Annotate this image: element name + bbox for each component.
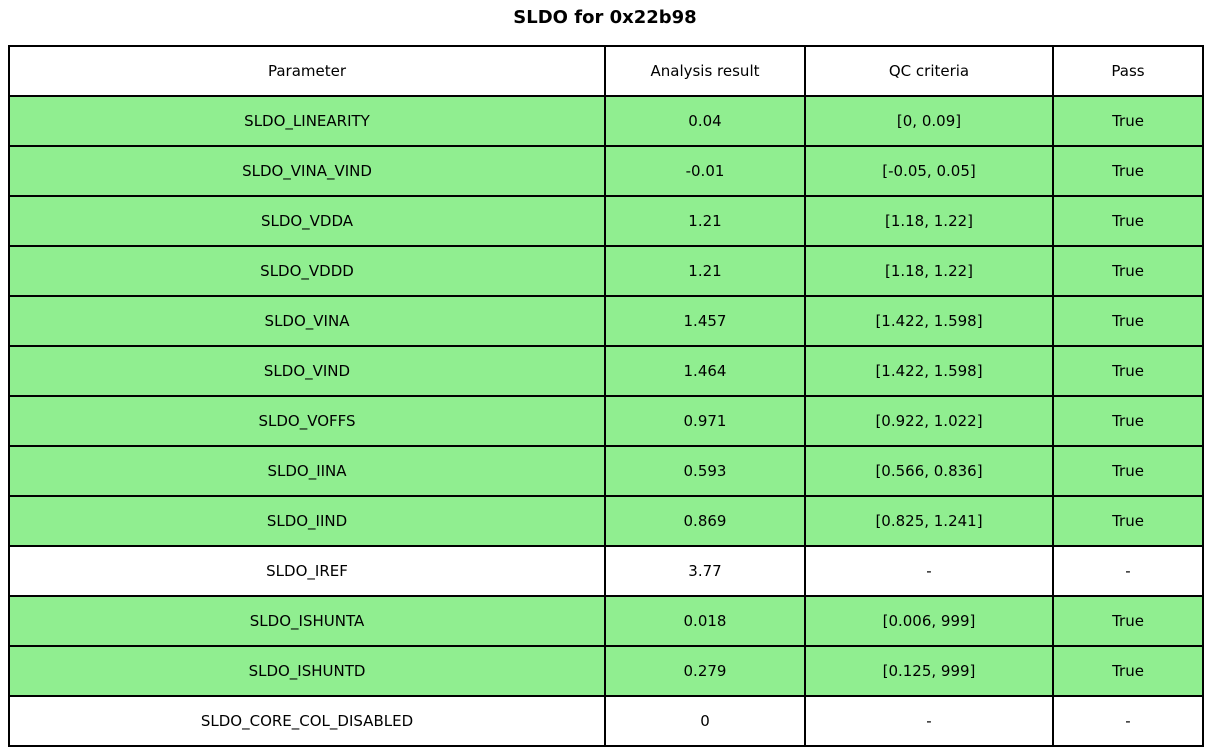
qc-table-body: SLDO_LINEARITY 0.04 [0, 0.09] True SLDO_VINA… [8,95,1204,747]
table-row: SLDO_VOFFS 0.971 [0.922, 1.022] True [8,395,1204,447]
parameter-cell: SLDO_IIND [8,495,606,547]
pass-cell: True [1052,245,1204,297]
parameter-cell: SLDO_ISHUNTD [8,645,606,697]
table-row: SLDO_CORE_COL_DISABLED 0- - [8,695,1204,747]
parameter-cell: SLDO_CORE_COL_DISABLED [8,695,606,747]
analysis-result-cell: 1.21 [604,195,806,247]
qc-criteria-cell: [0.006, 999] [804,595,1054,647]
parameter-cell: SLDO_VIND [8,345,606,397]
pass-cell: True [1052,95,1204,147]
table-row: SLDO_VINA_VIND -0.01 [-0.05, 0.05] True [8,145,1204,197]
qc-criteria-cell: [-0.05, 0.05] [804,145,1054,197]
header-row: Parameter Analysis result QC criteria Pa… [8,45,1204,97]
table-row: SLDO_VINA 1.457 [1.422, 1.598] True [8,295,1204,347]
pass-cell: True [1052,345,1204,397]
table-row: SLDO_ISHUNTA 0.018 [0.006, 999] True [8,595,1204,647]
parameter-cell: SLDO_VOFFS [8,395,606,447]
column-header-analysis-result: Analysis result [604,45,806,97]
analysis-result-cell: 0.869 [604,495,806,547]
analysis-result-cell: 0.279 [604,645,806,697]
pass-cell: True [1052,595,1204,647]
table-row: SLDO_IIND 0.869 [0.825, 1.241] True [8,495,1204,547]
table-row: SLDO_VDDA 1.21 [1.18, 1.22] True [8,195,1204,247]
parameter-cell: SLDO_VINA [8,295,606,347]
pass-cell: True [1052,195,1204,247]
parameter-cell: SLDO_ISHUNTA [8,595,606,647]
analysis-result-cell: 1.457 [604,295,806,347]
qc-criteria-cell: [1.422, 1.598] [804,345,1054,397]
analysis-result-cell: 0.018 [604,595,806,647]
table-row: SLDO_IINA 0.593 [0.566, 0.836] True [8,445,1204,497]
table-row: SLDO_IREF 3.77- - [8,545,1204,597]
column-header-pass: Pass [1052,45,1204,97]
column-header-qc-criteria: QC criteria [804,45,1054,97]
table-row: SLDO_LINEARITY 0.04 [0, 0.09] True [8,95,1204,147]
qc-criteria-cell: [0.125, 999] [804,645,1054,697]
analysis-result-cell: 0 [604,695,806,747]
parameter-cell: SLDO_LINEARITY [8,95,606,147]
parameter-cell: SLDO_VDDA [8,195,606,247]
pass-cell: - [1052,695,1204,747]
qc-criteria-cell: [0, 0.09] [804,95,1054,147]
analysis-result-cell: 3.77 [604,545,806,597]
qc-criteria-cell: - [804,695,1054,747]
pass-cell: True [1052,645,1204,697]
parameter-cell: SLDO_IREF [8,545,606,597]
qc-criteria-cell: [0.922, 1.022] [804,395,1054,447]
qc-table-header: Parameter Analysis result QC criteria Pa… [8,45,1204,97]
analysis-result-cell: 0.593 [604,445,806,497]
analysis-result-cell: 0.04 [604,95,806,147]
analysis-result-cell: 1.21 [604,245,806,297]
column-header-parameter: Parameter [8,45,606,97]
analysis-result-cell: -0.01 [604,145,806,197]
qc-table: Parameter Analysis result QC criteria Pa… [8,45,1204,747]
figure-title: SLDO for 0x22b98 [513,7,697,28]
pass-cell: True [1052,395,1204,447]
parameter-cell: SLDO_VINA_VIND [8,145,606,197]
pass-cell: True [1052,295,1204,347]
analysis-result-cell: 0.971 [604,395,806,447]
parameter-cell: SLDO_IINA [8,445,606,497]
qc-criteria-cell: [1.18, 1.22] [804,195,1054,247]
pass-cell: True [1052,145,1204,197]
qc-criteria-cell: [1.422, 1.598] [804,295,1054,347]
parameter-cell: SLDO_VDDD [8,245,606,297]
table-row: SLDO_VIND 1.464 [1.422, 1.598] True [8,345,1204,397]
qc-criteria-cell: [1.18, 1.22] [804,245,1054,297]
pass-cell: True [1052,445,1204,497]
table-row: SLDO_VDDD 1.21 [1.18, 1.22] True [8,245,1204,297]
pass-cell: True [1052,495,1204,547]
qc-criteria-cell: [0.566, 0.836] [804,445,1054,497]
table-row: SLDO_ISHUNTD 0.279 [0.125, 999] True [8,645,1204,697]
analysis-result-cell: 1.464 [604,345,806,397]
pass-cell: - [1052,545,1204,597]
qc-criteria-cell: - [804,545,1054,597]
qc-criteria-cell: [0.825, 1.241] [804,495,1054,547]
